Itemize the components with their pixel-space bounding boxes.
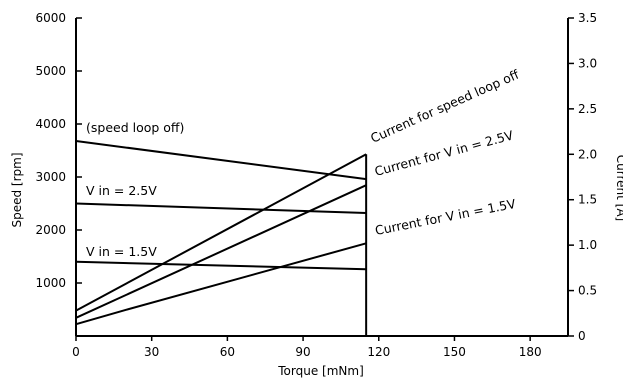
series-label-6: Current for V in = 1.5V [374,196,518,238]
y-left-tick-label: 4000 [35,117,66,131]
x-tick-label: 30 [144,345,159,359]
y-right-tick-label: 2.5 [578,102,597,116]
y-right-tick-label: 3.0 [578,56,597,70]
x-tick-label: 150 [443,345,466,359]
series-line-5 [75,184,367,319]
x-tick-label: 180 [519,345,542,359]
x-axis-title: Torque [mNm] [277,364,364,378]
series-lines [75,140,368,336]
y-right-tick-label: 1.0 [578,238,597,252]
x-tick-label: 0 [72,345,80,359]
series-labels: (speed loop off) V in = 2.5V V in = 1.5V Cu… [86,66,521,259]
y-axis-left-title: Speed [rpm] [10,152,24,227]
series-line-4 [75,153,367,312]
y-right-tick-label: 3.5 [578,11,597,25]
series-line-3 [75,260,367,271]
series-label-2: V in = 2.5V [86,183,157,198]
y-left-tick-label: 3000 [35,170,66,184]
x-tick-label: 120 [367,345,390,359]
ticks: 0 30 60 90 120 150 180 1000 2000 3000 4000 5000 6000… [35,11,597,359]
y-left-tick-label: 1000 [35,276,66,290]
series-line-2 [75,202,367,214]
y-right-tick-label: 1.5 [578,193,597,207]
x-tick-label: 90 [295,345,310,359]
y-right-tick-label: 0.5 [578,284,597,298]
series-line-6 [75,242,367,326]
y-right-tick-label: 0 [578,329,586,343]
series-line-1 [75,140,367,181]
y-axis-right-title: Current [A] [614,155,623,221]
series-label-1: (speed loop off) [86,120,184,135]
series-label-3: V in = 1.5V [86,244,157,259]
y-left-tick-label: 2000 [35,223,66,237]
x-tick-label: 60 [220,345,235,359]
y-left-tick-label: 5000 [35,64,66,78]
y-left-tick-label: 6000 [35,11,66,25]
y-right-tick-label: 2.0 [578,147,597,161]
